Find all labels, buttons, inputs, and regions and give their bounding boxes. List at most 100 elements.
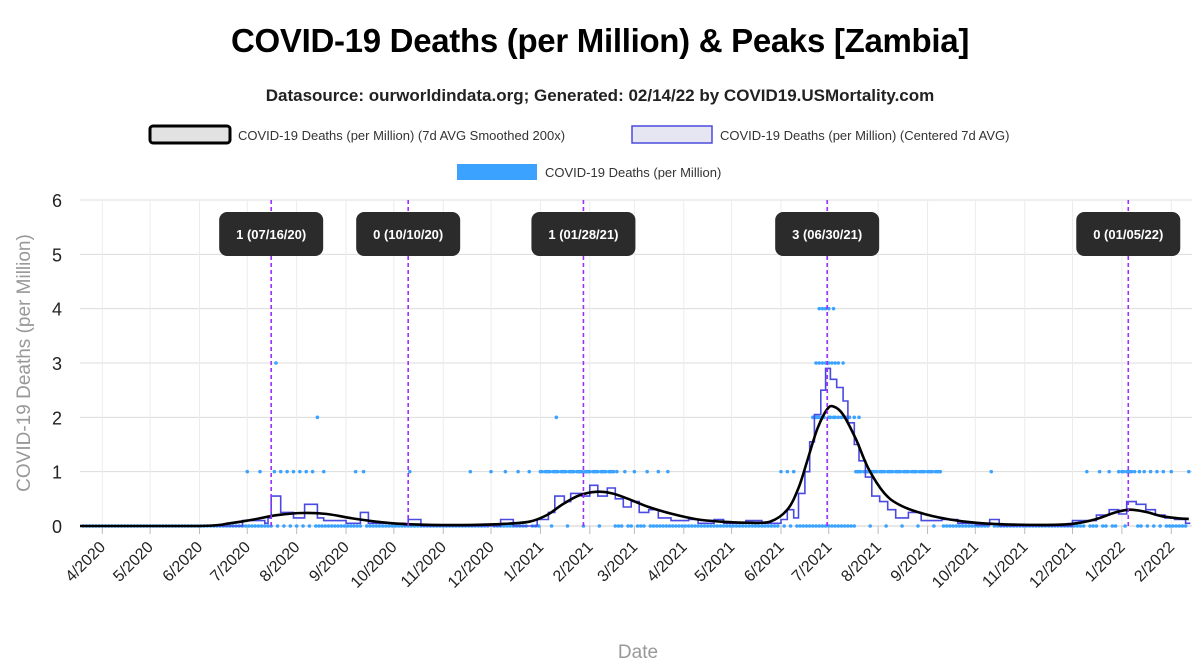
daily-point: [651, 524, 656, 528]
daily-point: [1139, 524, 1143, 528]
daily-point: [666, 469, 670, 474]
legend-item-centered[interactable]: COVID-19 Deaths (per Million) (Centered …: [631, 125, 1009, 144]
daily-point: [1100, 524, 1105, 528]
daily-point: [906, 469, 911, 474]
daily-point: [374, 524, 379, 528]
daily-point: [807, 524, 812, 528]
daily-point: [841, 361, 845, 365]
daily-point: [970, 524, 974, 528]
smoothed-7d-avg-line: [80, 404, 1189, 528]
daily-point: [954, 524, 959, 528]
daily-point: [820, 306, 825, 311]
daily-point: [353, 469, 358, 474]
daily-point: [957, 524, 962, 528]
daily-point: [858, 469, 863, 474]
daily-point: [632, 469, 637, 474]
daily-point: [820, 524, 825, 528]
daily-point: [468, 469, 473, 474]
daily-point: [1094, 524, 1099, 528]
daily-point: [890, 469, 895, 474]
legend-item-daily[interactable]: COVID-19 Deaths (per Million): [457, 164, 721, 180]
x-tick-label: 5/2020: [110, 539, 157, 586]
daily-point: [587, 469, 592, 474]
daily-point: [740, 524, 745, 528]
daily-point: [766, 524, 771, 528]
daily-point: [731, 524, 735, 528]
daily-point: [753, 524, 758, 528]
daily-point: [1174, 524, 1178, 528]
daily-point: [989, 469, 994, 474]
daily-point: [1167, 524, 1172, 528]
daily-point: [1110, 524, 1115, 528]
daily-point: [1148, 469, 1153, 474]
x-tick-label: 8/2020: [257, 539, 304, 586]
daily-point: [801, 524, 806, 528]
x-tick-label: 5/2021: [692, 539, 739, 586]
daily-point: [1142, 469, 1147, 474]
daily-point: [667, 524, 672, 528]
daily-point: [635, 524, 640, 528]
daily-point: [329, 524, 334, 528]
daily-point: [836, 361, 841, 365]
daily-point: [1123, 524, 1127, 528]
daily-point: [670, 524, 675, 528]
daily-point: [744, 524, 748, 528]
daily-point: [728, 524, 732, 528]
daily-point: [686, 524, 691, 528]
daily-point: [508, 524, 512, 528]
daily-point: [274, 361, 278, 365]
daily-point: [336, 524, 340, 528]
y-tick-label: 4: [52, 300, 62, 320]
daily-point: [674, 524, 678, 528]
daily-point: [361, 469, 366, 474]
daily-point: [725, 524, 729, 528]
daily-point: [1085, 469, 1089, 474]
legend-item-smoothed[interactable]: COVID-19 Deaths (per Million) (7d AVG Sm…: [148, 124, 565, 145]
daily-point: [595, 469, 600, 474]
daily-point: [849, 524, 853, 528]
daily-point: [1075, 524, 1080, 528]
daily-point: [1121, 469, 1126, 474]
daily-point: [814, 361, 818, 365]
daily-point: [613, 524, 618, 528]
x-tick-label: 6/2021: [741, 539, 788, 586]
daily-point: [489, 469, 493, 474]
daily-point: [243, 524, 248, 528]
daily-point: [661, 524, 665, 528]
daily-point: [772, 524, 777, 528]
daily-point: [830, 361, 834, 365]
daily-point: [285, 469, 289, 474]
daily-point: [648, 524, 653, 528]
daily-point: [556, 469, 560, 474]
x-tick-label: 9/2020: [306, 539, 353, 586]
daily-point: [874, 469, 879, 474]
daily-point: [699, 524, 704, 528]
y-tick-label: 0: [52, 517, 62, 537]
daily-point: [345, 524, 350, 528]
daily-point: [1091, 524, 1096, 528]
daily-point: [750, 524, 755, 528]
daily-point: [702, 524, 707, 528]
daily-point: [245, 469, 250, 474]
chart-title: COVID-19 Deaths (per Million) & Peaks [Z…: [230, 22, 970, 59]
daily-point: [1136, 524, 1140, 528]
daily-point: [718, 524, 723, 528]
x-tick-label: 11/2021: [979, 539, 1031, 591]
daily-point: [654, 524, 659, 528]
daily-point: [616, 524, 621, 528]
daily-point: [503, 469, 508, 474]
daily-point: [1145, 524, 1150, 528]
daily-point: [788, 524, 793, 528]
daily-point: [1164, 524, 1169, 528]
daily-point: [291, 469, 296, 474]
daily-point: [839, 524, 844, 528]
daily-point: [814, 524, 818, 528]
daily-point: [304, 469, 309, 474]
daily-point: [323, 524, 328, 528]
y-tick-label: 3: [52, 354, 62, 374]
daily-point: [321, 469, 326, 474]
y-axis-ticks: 0 1 2 3 4 5 6: [52, 191, 62, 537]
daily-point: [1107, 469, 1111, 474]
daily-point: [795, 524, 799, 528]
